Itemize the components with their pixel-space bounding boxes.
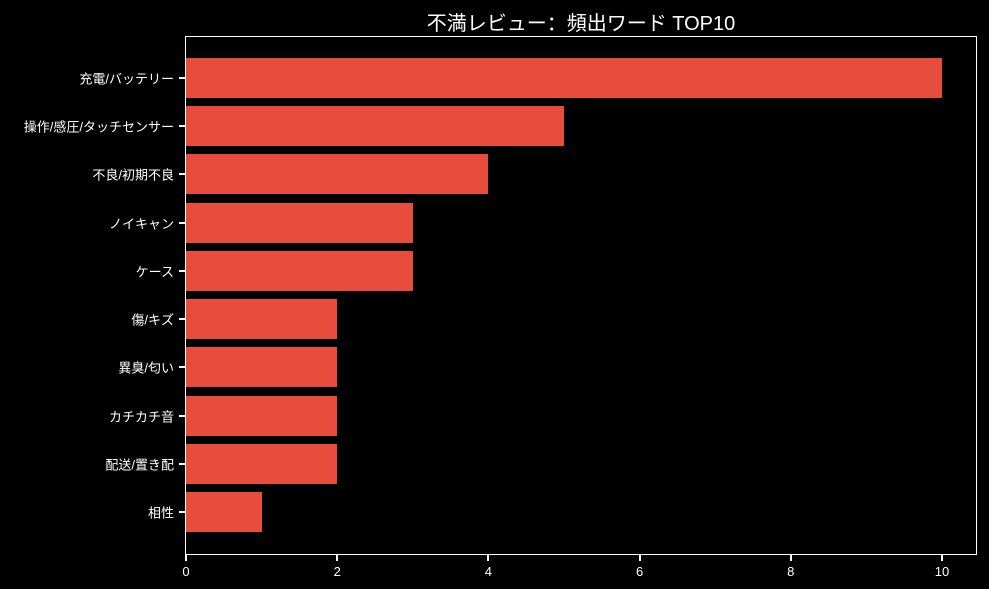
x-tick (789, 554, 792, 561)
bar-row: 傷/キズ (131, 299, 976, 340)
y-axis-label: ノイキャン (108, 216, 174, 232)
y-tick (179, 414, 186, 417)
chart-title: 不満レビュー：頻出ワード TOP10 (426, 13, 736, 35)
bar-row: 不良/初期不良 (92, 154, 976, 195)
y-axis-label: 相性 (147, 505, 174, 521)
y-tick (179, 269, 186, 272)
y-axis-label: 配送/置き配 (105, 457, 174, 473)
y-axis-label: ケース (135, 264, 174, 280)
y-tick (179, 318, 186, 321)
y-axis-label: 異臭/匂い (118, 360, 174, 376)
bar-row: 異臭/匂い (118, 347, 976, 388)
bar (186, 250, 413, 291)
x-tick-label: 6 (635, 564, 644, 579)
bar (186, 106, 564, 147)
bar (186, 491, 262, 532)
bar-row: 操作/感圧/タッチセンサー (24, 106, 976, 147)
y-axis-label: 操作/感圧/タッチセンサー (23, 119, 174, 135)
bar-row: ノイキャン (109, 202, 976, 243)
bar (186, 347, 338, 388)
x-tick-label: 8 (787, 564, 795, 579)
bar-row: 配送/置き配 (105, 443, 976, 484)
x-tick-label: 10 (934, 564, 950, 579)
y-tick (179, 510, 186, 513)
bar-rows: 充電/バッテリー操作/感圧/タッチセンサー不良/初期不良ノイキャンケース傷/キズ… (24, 37, 976, 554)
bar-row: ケース (136, 250, 976, 291)
bar-row: カチカチ音 (109, 395, 976, 436)
bar-row: 相性 (148, 491, 976, 532)
y-axis-label: 充電/バッテリー (79, 71, 174, 87)
x-tick (638, 554, 641, 561)
y-tick (179, 77, 186, 79)
y-axis-label: 不良/初期不良 (92, 167, 174, 183)
bar (186, 443, 338, 484)
x-tick-label: 2 (333, 564, 341, 579)
x-tick (185, 554, 187, 561)
bar (186, 395, 338, 436)
x-tick-label: 4 (484, 564, 493, 579)
bar (186, 299, 338, 340)
y-axis-label: カチカチ音 (108, 409, 174, 425)
bar (186, 202, 413, 243)
bar-row: 充電/バッテリー (79, 58, 976, 98)
bar (186, 154, 489, 195)
y-tick (179, 221, 186, 224)
y-tick (179, 366, 186, 369)
x-tick (336, 554, 339, 561)
y-axis-label: 傷/キズ (131, 312, 174, 328)
x-tick-label: 0 (182, 564, 190, 579)
y-tick (179, 462, 186, 465)
bar (186, 58, 942, 98)
y-tick (179, 125, 186, 128)
plot-area: 充電/バッテリー操作/感圧/タッチセンサー不良/初期不良ノイキャンケース傷/キズ… (24, 36, 977, 579)
y-tick (179, 173, 186, 176)
x-tick (487, 554, 490, 561)
x-tick (940, 554, 943, 561)
